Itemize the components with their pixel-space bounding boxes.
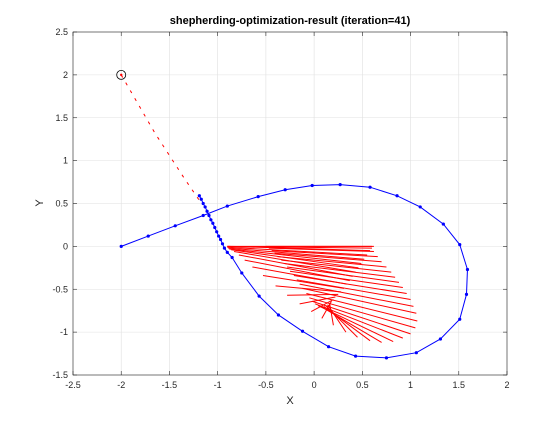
- force-line: [302, 287, 417, 314]
- target-marker: [116, 69, 127, 80]
- trajectory-point: [213, 225, 217, 230]
- force-line: [287, 293, 339, 296]
- y-tick-label: 2.5: [55, 27, 68, 37]
- force-line: [268, 247, 374, 253]
- trajectory-point: [338, 183, 342, 187]
- force-line: [228, 247, 365, 260]
- force-line: [271, 250, 378, 258]
- trajectory-point: [300, 329, 305, 333]
- trajectory-point: [283, 188, 287, 192]
- trajectory-point: [197, 194, 201, 198]
- trajectory-point: [418, 205, 422, 209]
- trajectory-point: [215, 230, 219, 234]
- trajectory-point: [146, 234, 150, 238]
- force-line: [299, 296, 336, 305]
- trajectory-point: [414, 351, 418, 355]
- force-line: [233, 251, 356, 273]
- force-line: [275, 285, 342, 293]
- force-line: [284, 263, 396, 278]
- x-tick-label: 1.5: [453, 380, 466, 390]
- force-line: [231, 249, 359, 269]
- x-tick-label: -2.5: [65, 380, 81, 390]
- force-line: [321, 301, 332, 319]
- force-line: [274, 252, 382, 263]
- y-tick-label: -1.5: [52, 370, 68, 380]
- trajectory-point: [384, 356, 389, 360]
- x-tick-label: 2: [504, 380, 509, 390]
- force-line: [244, 259, 350, 282]
- trajectory-point: [209, 218, 213, 222]
- force-line: [229, 248, 362, 265]
- trajectory-point: [199, 197, 203, 201]
- x-tick-label: -2: [117, 380, 125, 390]
- chart-title: shepherding-optimization-result (iterati…: [170, 15, 411, 27]
- trajectory-point: [173, 224, 177, 228]
- trajectory-point: [240, 271, 244, 275]
- force-line: [310, 299, 334, 312]
- force-line: [299, 283, 414, 307]
- force-line: [262, 275, 345, 289]
- force-line: [277, 256, 387, 268]
- trajectory-point: [276, 313, 281, 317]
- y-tick-label: 1: [63, 156, 68, 166]
- y-tick-label: -0.5: [52, 284, 68, 294]
- trajectory-point: [230, 255, 234, 260]
- trajectory-point: [225, 250, 229, 254]
- y-tick-label: 1.5: [55, 113, 68, 123]
- trajectory-point: [441, 222, 445, 226]
- x-tick-label: 0.5: [356, 380, 369, 390]
- trajectory-point: [257, 294, 261, 298]
- trajectory-point: [464, 292, 469, 296]
- x-tick-label: 0: [312, 380, 317, 390]
- force-line: [306, 293, 418, 322]
- trajectory-point: [203, 205, 207, 209]
- trajectory-point: [217, 234, 221, 238]
- trajectory-point: [458, 243, 462, 247]
- y-tick-label: -1: [60, 327, 68, 337]
- trajectory-point: [368, 185, 372, 189]
- trajectory-point: [256, 195, 260, 199]
- y-tick-label: 0.5: [55, 199, 68, 209]
- trajectory-point: [201, 201, 205, 206]
- trajectory-point: [220, 242, 225, 246]
- tick-labels: -2.5 -2 -1.5 -1 -0.5 0 0.5 1 1.5 2 -1.5 -1 -0.5 0 0.5 1…: [52, 27, 509, 390]
- force-line: [289, 270, 403, 289]
- trajectory-point: [353, 354, 358, 358]
- force-line: [296, 279, 411, 301]
- y-tick-label: 2: [63, 70, 68, 80]
- trajectory-point: [211, 221, 215, 225]
- trajectory-point: [438, 337, 443, 341]
- trajectory-point: [222, 246, 227, 250]
- y-tick-label: 0: [63, 241, 68, 251]
- trajectory-point: [119, 244, 123, 248]
- force-line: [238, 254, 353, 277]
- force-line: [329, 302, 334, 326]
- x-tick-label: -1: [214, 380, 222, 390]
- target-center: [120, 73, 123, 77]
- dashed-path-line: [120, 74, 201, 203]
- trajectory-point: [205, 209, 209, 213]
- trajectory-point: [225, 204, 229, 208]
- plot-data: [116, 69, 470, 360]
- x-tick-label: 1: [408, 380, 413, 390]
- trajectory-point: [207, 213, 211, 218]
- trajectory-point: [201, 213, 205, 218]
- trajectory-point: [465, 267, 470, 272]
- force-line: [227, 246, 368, 256]
- trajectory-point: [310, 183, 314, 188]
- x-tick-label: -0.5: [258, 380, 274, 390]
- x-axis-label: X: [286, 395, 294, 407]
- trajectory-point: [395, 194, 399, 198]
- trajectory-point: [326, 345, 331, 349]
- force-line: [252, 266, 347, 285]
- trajectory-point: [218, 237, 223, 242]
- force-line: [281, 259, 392, 273]
- force-line: [293, 275, 407, 295]
- y-axis-label: Y: [34, 199, 46, 207]
- trajectory-point: [458, 317, 462, 321]
- x-tick-label: -1.5: [162, 380, 178, 390]
